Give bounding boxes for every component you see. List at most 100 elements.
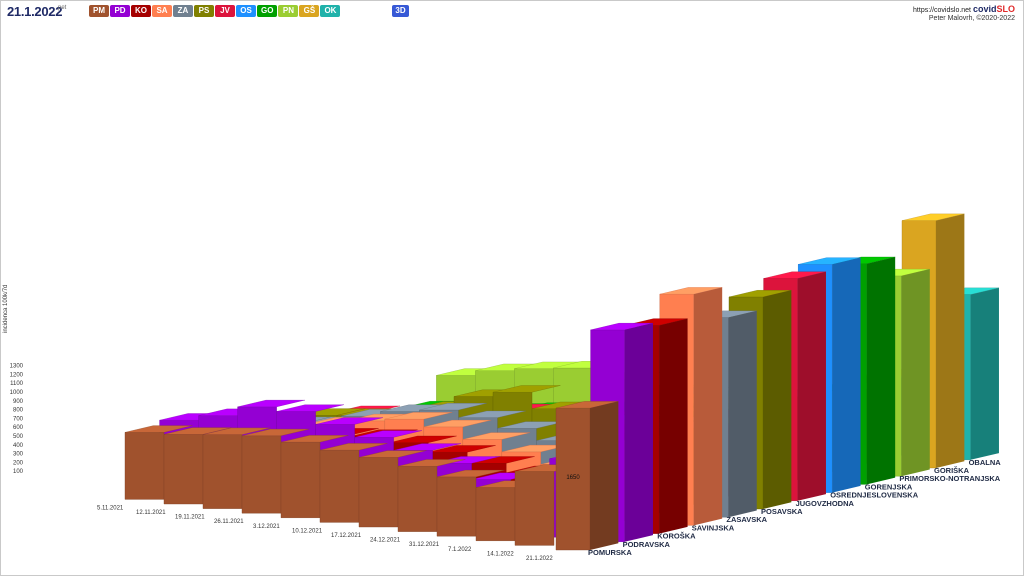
region-label-os: OSREDNJESLOVENSKA bbox=[830, 491, 919, 500]
data-label-pm: 1650 bbox=[566, 475, 580, 481]
bar-side bbox=[659, 318, 688, 534]
region-series-pm: 1650 bbox=[124, 401, 619, 551]
y-axis-title: incidenca 100k/7d bbox=[3, 284, 9, 333]
bar-face bbox=[475, 487, 516, 541]
x-tick-label: 19.11.2021 bbox=[175, 515, 205, 521]
bar-side bbox=[728, 310, 757, 518]
x-tick-label: 17.12.2021 bbox=[331, 533, 362, 539]
bar-top bbox=[428, 445, 496, 453]
bar-side bbox=[590, 401, 619, 550]
region-chip-gš[interactable]: GŠ bbox=[299, 5, 320, 17]
toggle-3d-button[interactable]: 3D bbox=[392, 5, 409, 17]
region-chip-go[interactable]: GO bbox=[257, 5, 278, 17]
y-tick-label: 500 bbox=[13, 434, 24, 440]
credit-url[interactable]: https://covidslo.net bbox=[913, 7, 972, 14]
bar-top bbox=[458, 410, 526, 418]
bar-top bbox=[241, 428, 310, 436]
bar-top bbox=[276, 404, 345, 412]
bar-side bbox=[624, 323, 653, 542]
bar-face bbox=[436, 476, 477, 537]
region-labels: POMURSKAPODRAVSKAKOROŠKASAVINJSKAZASAVSK… bbox=[588, 458, 1001, 557]
bar-side bbox=[832, 257, 861, 493]
region-toggle-bar: PM PD KO SA ZA PS JV OS GO PN GŠ OK bbox=[89, 5, 341, 17]
y-tick-label: 700 bbox=[13, 416, 24, 422]
x-tick-label: 14.1.2022 bbox=[487, 551, 514, 557]
bar-top bbox=[389, 435, 457, 443]
bar-top bbox=[354, 430, 423, 438]
x-tick-label: 7.1.2022 bbox=[448, 547, 472, 553]
region-label-jv: JUGOVZHODNA bbox=[796, 499, 855, 508]
author-credit: Peter Malovrh, ©2020-2022 bbox=[928, 15, 1015, 22]
x-tick-label: 31.12.2021 bbox=[409, 542, 440, 548]
bar-top bbox=[163, 427, 232, 435]
region-label-ps: POSAVSKA bbox=[761, 507, 803, 516]
bar-top bbox=[397, 459, 466, 467]
bar-face bbox=[202, 434, 243, 509]
x-tick-label: 26.11.2021 bbox=[214, 519, 244, 525]
x-tick-label: 12.11.2021 bbox=[136, 510, 166, 516]
bar-top bbox=[237, 399, 306, 408]
y-tick-label: 300 bbox=[13, 452, 24, 458]
y-tick-label: 800 bbox=[13, 408, 24, 414]
region-chip-pm[interactable]: PM bbox=[89, 5, 109, 17]
y-tick-label: 100 bbox=[13, 469, 24, 475]
bar-face bbox=[358, 457, 399, 528]
bar-face bbox=[514, 471, 555, 546]
bar-top bbox=[436, 469, 505, 478]
bar-top bbox=[315, 417, 384, 425]
y-tick-label: 1300 bbox=[10, 364, 24, 370]
date-label: 21.1.2022 bbox=[7, 4, 63, 19]
bar-top bbox=[423, 420, 492, 428]
y-tick-label: 200 bbox=[13, 460, 24, 466]
bar-top bbox=[319, 443, 388, 451]
region-label-go: GORENJSKA bbox=[865, 482, 913, 491]
y-tick-label: 1000 bbox=[10, 390, 24, 396]
weekday-label: pet bbox=[58, 5, 67, 11]
bars-3d: 2649385230293241325530802853260929352567… bbox=[124, 213, 1000, 551]
x-tick-label: 10.12.2021 bbox=[292, 528, 323, 534]
region-label-sa: SAVINJSKA bbox=[692, 523, 735, 532]
bar-top bbox=[419, 403, 487, 411]
y-tick-label: 900 bbox=[13, 399, 24, 405]
region-label-za: ZASAVSKA bbox=[726, 515, 767, 524]
bar-side bbox=[901, 269, 930, 477]
bar-side bbox=[970, 287, 999, 460]
region-label-pm: POMURSKA bbox=[588, 548, 632, 557]
credit-line: https://covidslo.net covidSLO bbox=[913, 4, 1015, 14]
y-tick-label: 1100 bbox=[10, 381, 24, 387]
region-chip-ko[interactable]: KO bbox=[131, 5, 151, 17]
bar-face bbox=[280, 441, 321, 518]
region-label-gš: GORIŠKA bbox=[934, 466, 970, 475]
bar-face bbox=[124, 432, 165, 500]
region-chip-pd[interactable]: PD bbox=[110, 5, 130, 17]
bar-top bbox=[280, 435, 349, 443]
brand-logo: covidSLO bbox=[972, 4, 1015, 14]
bar-side bbox=[693, 287, 723, 526]
bar-face bbox=[163, 434, 204, 505]
bar-side bbox=[936, 213, 965, 468]
bar-top bbox=[384, 412, 453, 420]
region-label-ko: KOROŠKA bbox=[657, 532, 696, 541]
region-chip-os[interactable]: OS bbox=[236, 5, 256, 17]
region-label-pn: PRIMORSKO-NOTRANJSKA bbox=[899, 474, 1000, 483]
bar-face bbox=[241, 435, 282, 514]
region-chip-sa[interactable]: SA bbox=[152, 5, 172, 17]
region-chip-za[interactable]: ZA bbox=[173, 5, 193, 17]
region-chip-ok[interactable]: OK bbox=[320, 5, 341, 17]
bar-face bbox=[397, 466, 438, 532]
x-tick-label: 21.1.2022 bbox=[526, 556, 553, 562]
x-tick-label: 5.11.2021 bbox=[97, 505, 124, 511]
region-chip-pn[interactable]: PN bbox=[278, 5, 299, 17]
bar-top bbox=[393, 443, 462, 451]
region-chip-jv[interactable]: JV bbox=[215, 5, 235, 17]
bar-side bbox=[866, 256, 896, 485]
y-axis: 100 200 300 400 500 600 700 800 900 1000 1100 1200 1… bbox=[10, 364, 24, 476]
bar-top bbox=[462, 432, 531, 440]
region-chip-ps[interactable]: PS bbox=[194, 5, 214, 17]
region-label-ok: OBALNA bbox=[969, 458, 1002, 467]
bar-side bbox=[763, 290, 792, 509]
y-tick-label: 400 bbox=[13, 443, 24, 449]
bar-side bbox=[797, 271, 826, 501]
